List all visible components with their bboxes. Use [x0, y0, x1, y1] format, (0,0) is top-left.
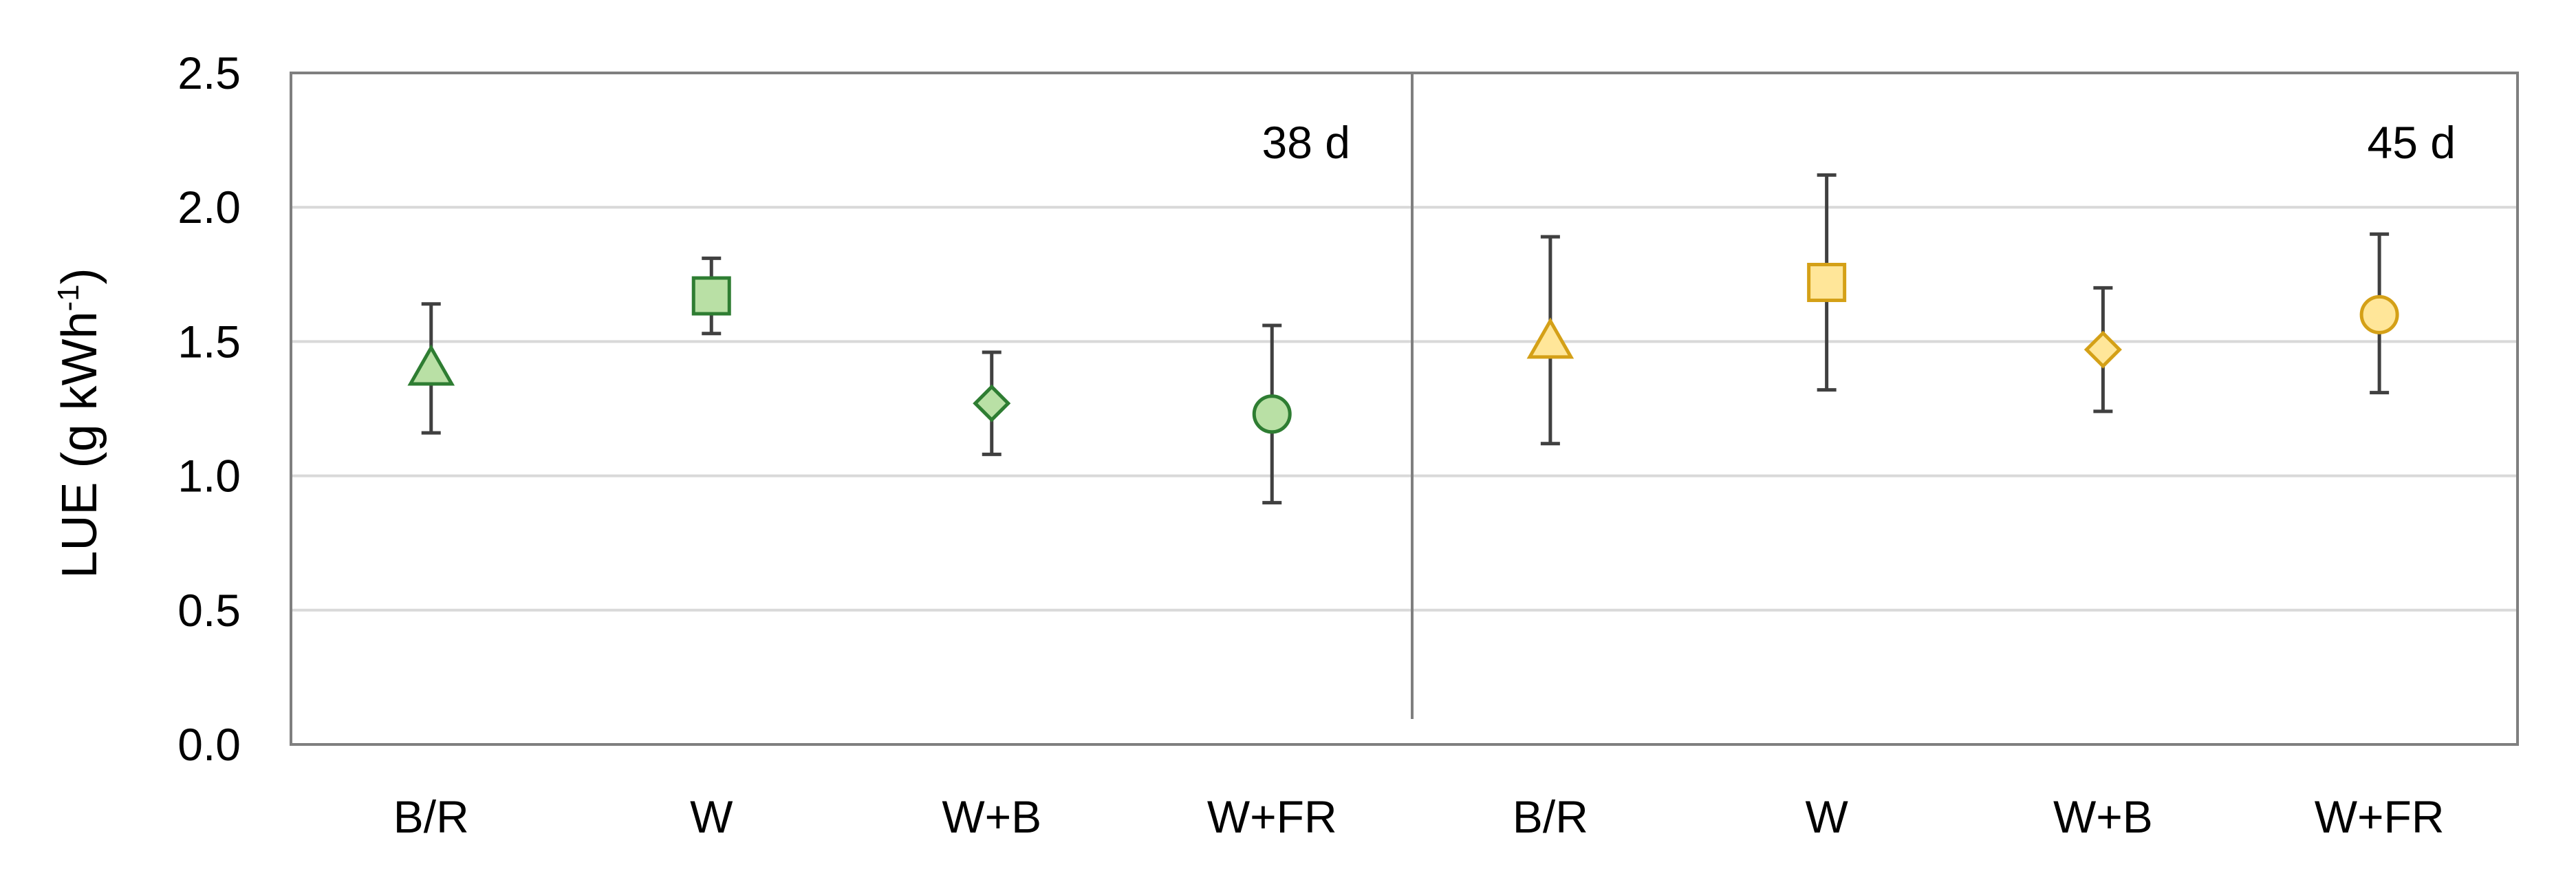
y-tick-label: 1.0 [177, 451, 241, 502]
y-axis-title-suffix: ) [52, 268, 107, 284]
grid-lines [291, 206, 2518, 612]
data-point-group [407, 302, 455, 435]
square-marker [1807, 263, 1847, 303]
plot-frame [290, 72, 2519, 746]
x-category-label: W [1805, 791, 1848, 842]
triangle-marker [1526, 317, 1574, 359]
x-category-label: B/R [393, 791, 469, 842]
data-point-group [2359, 232, 2399, 395]
x-category-label: W+FR [1207, 791, 1337, 842]
diamond-marker [973, 384, 1011, 422]
circle-marker [2359, 294, 2399, 334]
data-point-group [1526, 235, 1574, 446]
square-marker [691, 276, 731, 316]
y-axis-title-main: LUE (g kWh [52, 312, 107, 579]
data-point-group [2083, 286, 2122, 414]
x-category-label: W [690, 791, 733, 842]
y-tick-label: 2.5 [177, 47, 241, 98]
x-category-label: W+B [2053, 791, 2153, 842]
circle-marker [1252, 394, 1292, 434]
panel-label: 38 d [1262, 117, 1350, 168]
y-tick-label: 0.5 [177, 585, 241, 636]
x-category-labels: B/R W W+B W+FR B/R W W+B W+FR [393, 791, 2445, 842]
triangle-marker [407, 344, 455, 386]
data-points [407, 173, 2399, 505]
x-category-label: W+B [942, 791, 1041, 842]
y-tick-label: 0.0 [177, 719, 241, 770]
y-tick-label: 2.0 [177, 182, 241, 233]
data-point-group [973, 350, 1011, 456]
x-category-label: B/R [1513, 791, 1588, 842]
data-point-group [1252, 323, 1292, 505]
y-tick-label: 1.5 [177, 316, 241, 367]
diamond-marker [2083, 330, 2122, 369]
y-axis-title: LUE (g kWh-1) [52, 268, 107, 578]
x-category-label: W+FR [2315, 791, 2445, 842]
panel-label: 45 d [2368, 117, 2456, 168]
data-point-group [1807, 173, 1847, 392]
y-axis-title-superscript: -1 [52, 284, 85, 311]
panel-labels: 38 d 45 d [1262, 117, 2456, 168]
y-tick-labels: 0.0 0.5 1.0 1.5 2.0 2.5 [177, 47, 241, 770]
data-point-group [691, 256, 731, 336]
